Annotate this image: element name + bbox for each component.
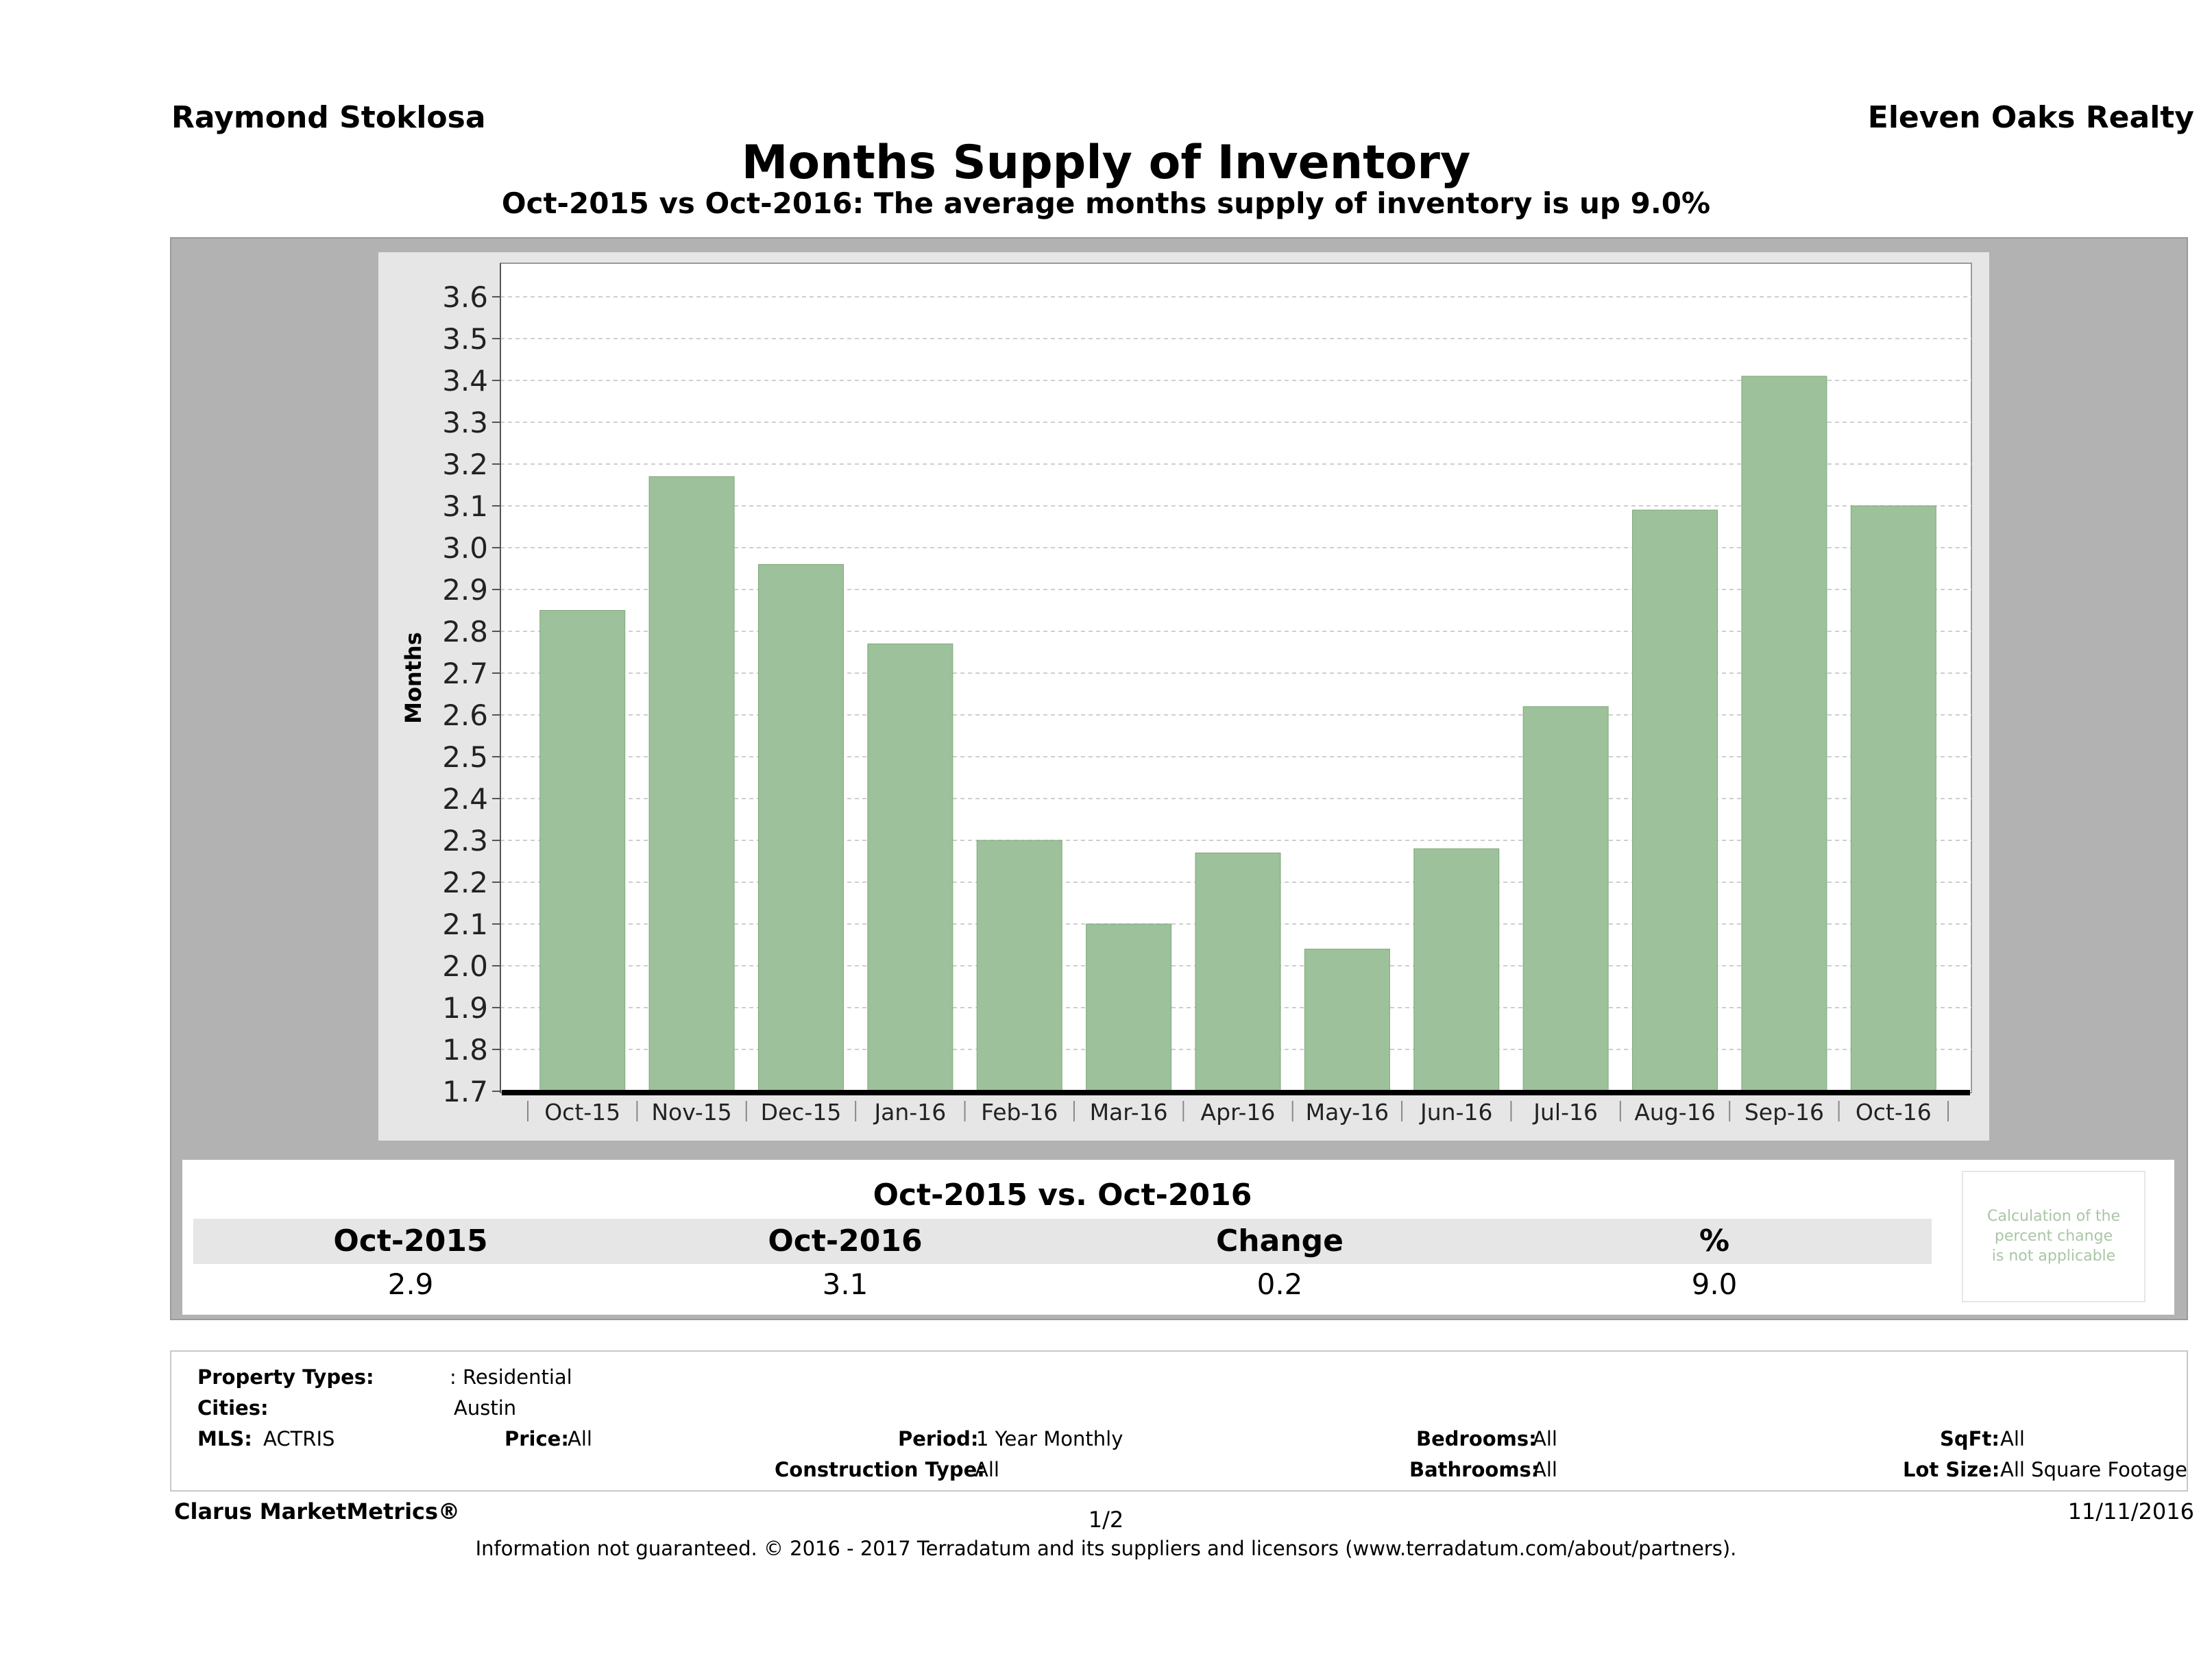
x-tick-label: Oct-16 (1856, 1099, 1932, 1126)
construction-type-value: All (975, 1458, 999, 1481)
y-tick-label: 3.0 (442, 531, 488, 565)
x-tick-label: May-16 (1306, 1099, 1389, 1126)
x-tick-label: Feb-16 (981, 1099, 1058, 1126)
x-axis-baseline (502, 1090, 1970, 1095)
bedrooms-label: Bedrooms: (1416, 1427, 1537, 1450)
x-tick-label: Mar-16 (1090, 1099, 1168, 1126)
y-tick-label: 2.7 (442, 657, 488, 690)
value-oct-2016: 3.1 (822, 1267, 868, 1301)
bar-jun-16 (1413, 848, 1500, 1092)
y-tick-label: 2.1 (442, 908, 488, 941)
bedrooms-value: All (1533, 1427, 1557, 1450)
sqft-value: All (2000, 1427, 2025, 1450)
mls-label: MLS: (197, 1427, 252, 1450)
period-label: Period: (898, 1427, 979, 1450)
x-tick-label: Jun-16 (1419, 1099, 1492, 1126)
bar-jan-16 (867, 643, 953, 1092)
x-tick-label: Apr-16 (1201, 1099, 1276, 1126)
y-tick-label: 2.9 (442, 573, 488, 607)
bar-nov-15 (648, 476, 735, 1092)
note-line: Calculation of the (1986, 1208, 2121, 1225)
y-tick-label: 3.4 (442, 364, 488, 398)
header-oct-2016: Oct-2016 (768, 1224, 923, 1258)
disclaimer: Information not guaranteed. © 2016 - 201… (475, 1537, 1737, 1560)
bar-may-16 (1304, 949, 1390, 1092)
header-change: Change (1216, 1224, 1344, 1258)
note-line: is not applicable (1991, 1248, 2116, 1265)
y-tick-label: 3.3 (442, 406, 488, 439)
x-tick-label: Aug-16 (1634, 1099, 1715, 1126)
note-line: percent change (1994, 1228, 2113, 1245)
page-subtitle: Oct-2015 vs Oct-2016: The average months… (501, 186, 1711, 220)
report-date: 11/11/2016 (2067, 1498, 2194, 1524)
x-tick-label: Oct-15 (544, 1099, 620, 1126)
bar-oct-16 (1850, 505, 1936, 1092)
percent-change-note: Calculation of the percent change is not… (1962, 1171, 2146, 1302)
y-tick-label: 2.6 (442, 698, 488, 732)
comparison-value-row: 2.9 3.1 0.2 9.0 (193, 1264, 1932, 1305)
lot-size-label: Lot Size: (1903, 1458, 2000, 1481)
header-oct-2015: Oct-2015 (333, 1224, 488, 1258)
bar-feb-16 (976, 840, 1062, 1092)
period-value: 1 Year Monthly (976, 1427, 1123, 1450)
value-change: 0.2 (1256, 1267, 1303, 1301)
bathrooms-value: All (1533, 1458, 1557, 1481)
cities-value: Austin (454, 1396, 517, 1420)
bathrooms-label: Bathrooms: (1409, 1458, 1540, 1481)
filter-panel: Property Types: : Residential Cities: Au… (170, 1350, 2188, 1492)
price-value: All (568, 1427, 592, 1450)
bar-dec-15 (757, 563, 844, 1092)
product-name: Clarus MarketMetrics® (174, 1498, 461, 1524)
bar-mar-16 (1086, 923, 1172, 1092)
page-number: 1/2 (1088, 1507, 1124, 1533)
construction-type-label: Construction Type: (775, 1458, 985, 1481)
x-tick-label: Jan-16 (873, 1099, 946, 1126)
property-types-label: Property Types: (197, 1365, 374, 1389)
y-axis-label: Months (400, 632, 426, 724)
y-tick-label: 2.0 (442, 949, 488, 983)
y-tick-label: 1.7 (442, 1075, 488, 1108)
sqft-label: SqFt: (1940, 1427, 2000, 1450)
bar-apr-16 (1195, 852, 1281, 1092)
cities-label: Cities: (197, 1396, 269, 1420)
y-tick-label: 1.9 (442, 991, 488, 1025)
y-tick-label: 3.5 (442, 322, 488, 356)
bar-jul-16 (1522, 706, 1609, 1092)
y-tick-label: 2.5 (442, 740, 488, 774)
value-percent: 9.0 (1691, 1267, 1738, 1301)
price-label: Price: (505, 1427, 569, 1450)
y-tick-label: 3.6 (442, 280, 488, 314)
bar-oct-15 (539, 610, 626, 1092)
lot-size-value: All Square Footage (2000, 1458, 2188, 1481)
y-tick-label: 2.4 (442, 782, 488, 816)
comparison-title: Oct-2015 vs. Oct-2016 (193, 1172, 1932, 1219)
x-tick-label: Nov-15 (651, 1099, 731, 1126)
bar-sep-16 (1741, 376, 1827, 1092)
brokerage-name: Eleven Oaks Realty (1867, 100, 2194, 135)
y-tick-label: 3.2 (442, 448, 488, 481)
chart-panel: 3.6 3.5 3.4 3.3 3.2 3.1 3.0 2.9 2.8 2.7 2.6 2.5 2.4 2… (378, 252, 1989, 1141)
x-tick-label: Dec-15 (761, 1099, 842, 1126)
y-tick-label: 2.3 (442, 824, 488, 858)
header-percent: % (1699, 1224, 1730, 1258)
y-tick-label: 3.1 (442, 489, 488, 523)
agent-name: Raymond Stoklosa (171, 100, 486, 135)
mls-value: ACTRIS (263, 1427, 335, 1450)
bar-chart: 3.6 3.5 3.4 3.3 3.2 3.1 3.0 2.9 2.8 2.7 2.6 2.5 2.4 2… (400, 263, 1972, 1126)
page-title: Months Supply of Inventory (741, 136, 1471, 190)
value-oct-2015: 2.9 (387, 1267, 434, 1301)
property-types-value: : Residential (450, 1365, 572, 1389)
y-tick-label: 1.8 (442, 1033, 488, 1067)
y-tick-label: 2.2 (442, 866, 488, 899)
x-tick-label: Jul-16 (1532, 1099, 1598, 1126)
x-tick-label: Sep-16 (1745, 1099, 1824, 1126)
comparison-header-row: Oct-2015 Oct-2016 Change % (193, 1219, 1932, 1264)
bar-aug-16 (1632, 509, 1718, 1092)
y-tick-label: 2.8 (442, 615, 488, 648)
